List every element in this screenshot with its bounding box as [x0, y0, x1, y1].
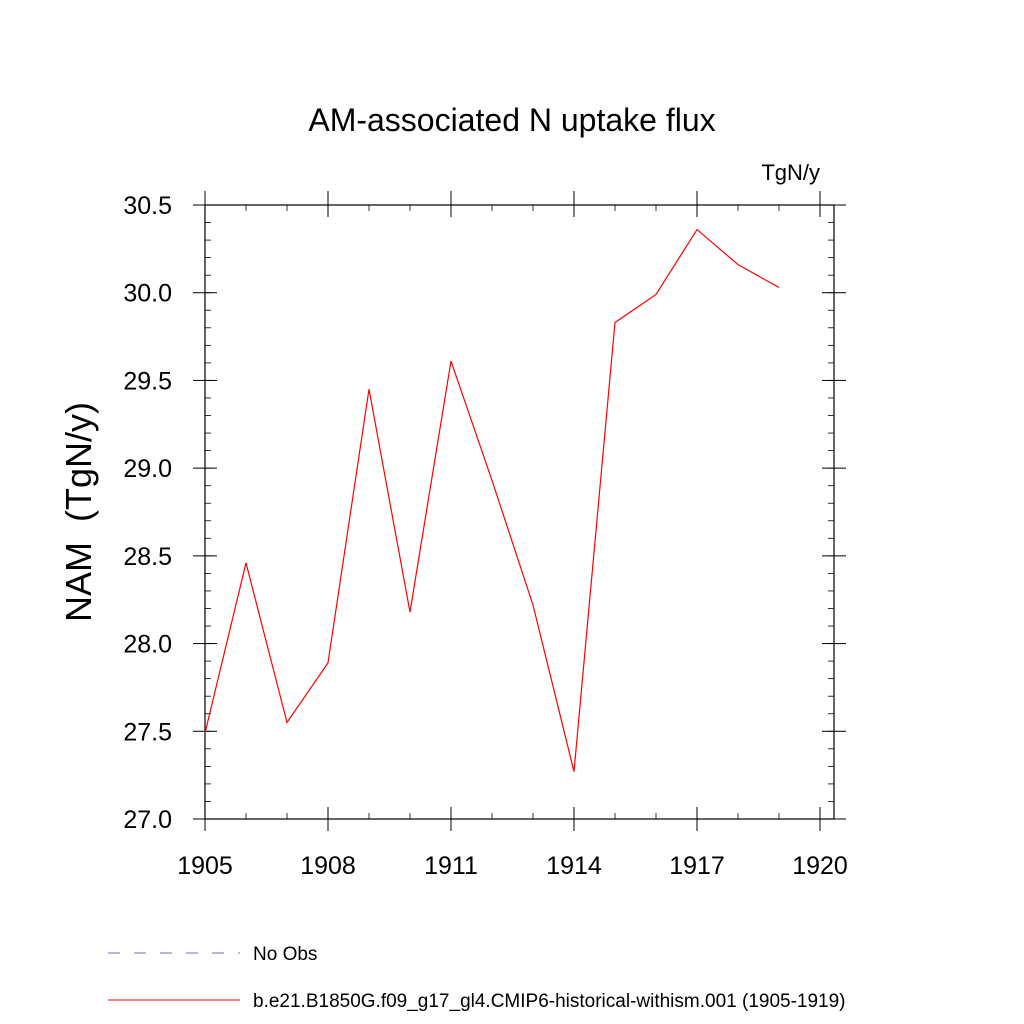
tick-labels: 27.0 27.5 28.0 28.5 29.0 29.5 30.0 30.5 1905 1908…: [123, 192, 847, 880]
x-tick-label: 1914: [546, 852, 602, 880]
y-tick-label: 27.0: [123, 806, 172, 834]
y-tick-label: 30.5: [123, 192, 172, 220]
series-layer: [204, 228, 780, 772]
x-tick-label: 1908: [300, 852, 356, 880]
x-tick-label: 1905: [177, 852, 233, 880]
axis-ticks: [193, 191, 846, 831]
y-tick-label: 29.0: [123, 455, 172, 483]
legend: No Obs b.e21.B1850G.f09_g17_gl4.CMIP6-hi…: [108, 944, 846, 1012]
y-tick-label: 28.0: [123, 631, 172, 659]
y-tick-label: 28.5: [123, 543, 172, 571]
plot-frame: [204, 204, 835, 820]
y-tick-label: 27.5: [123, 718, 172, 746]
x-tick-label: 1911: [424, 852, 478, 880]
x-tick-label: 1920: [792, 852, 848, 880]
y-tick-label: 29.5: [123, 367, 172, 395]
units-label: TgN/y: [761, 160, 820, 185]
chart-title: AM-associated N uptake flux: [308, 102, 715, 138]
legend-label-no-obs: No Obs: [253, 944, 317, 965]
y-axis-label: NAM (TgN/y): [58, 402, 99, 622]
series-line: [204, 228, 780, 772]
x-tick-label: 1917: [669, 852, 725, 880]
y-tick-label: 30.0: [123, 280, 172, 308]
legend-label-model: b.e21.B1850G.f09_g17_gl4.CMIP6-historica…: [253, 991, 846, 1012]
